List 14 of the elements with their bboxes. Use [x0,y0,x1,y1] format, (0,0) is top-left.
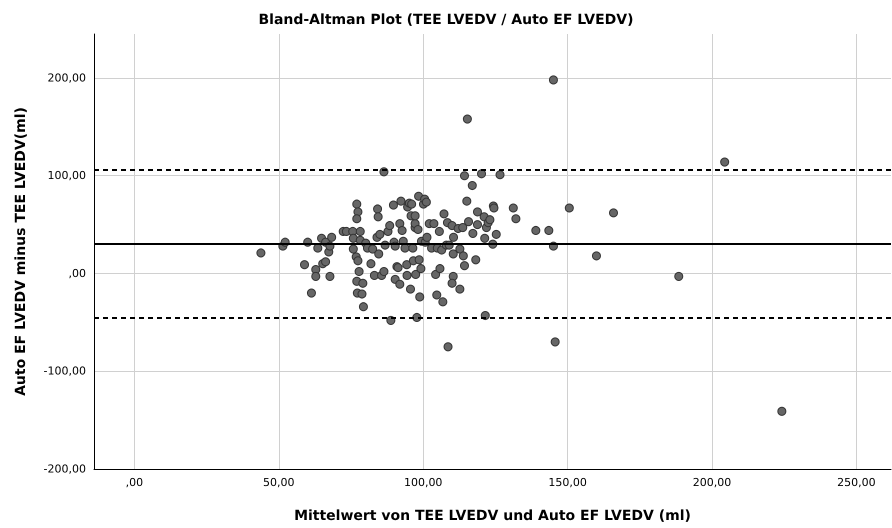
y-tick-label: 100,00 [48,169,86,182]
x-tick-label: 100,00 [404,476,442,489]
y-tick-label: -100,00 [44,364,86,378]
x-tick-label: 150,00 [548,476,587,489]
y-tick-label: ,00 [68,266,86,280]
x-axis-title: Mittelwert von TEE LVEDV und Auto EF LVEDV (ml) [294,508,691,524]
x-tick-label: 250,00 [837,476,876,489]
x-tick-label: 200,00 [692,476,732,489]
y-tick-label: 200,00 [48,71,86,84]
x-tick-label: 50,00 [263,476,295,489]
chart-title: Bland-Altman Plot (TEE LVEDV / Auto EF LVEDV) [258,12,634,28]
y-axis-title: Auto EF LVEDV minus TEE LVEDV(ml) [13,107,29,396]
y-tick-label: -200,00 [44,462,86,476]
x-tick-label: ,00 [126,476,144,489]
